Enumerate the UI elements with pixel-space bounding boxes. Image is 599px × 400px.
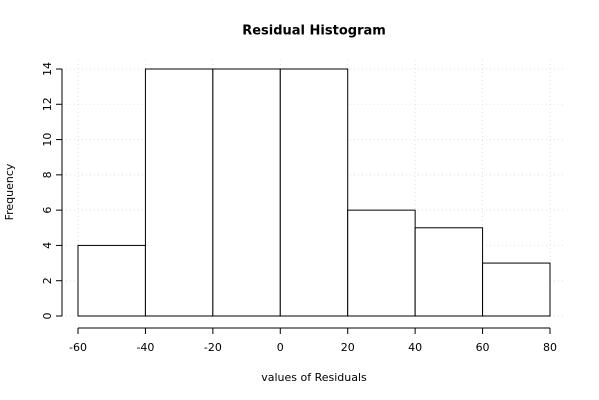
x-tick-label: 60 [476,341,490,354]
chart-title: Residual Histogram [242,24,386,39]
bar [482,262,551,317]
x-tick-label: -40 [136,341,154,354]
x-axis-label: values of Residuals [261,371,367,384]
bar [144,68,214,317]
y-tick-label: 6 [41,207,54,214]
y-tick-label: 2 [41,277,54,284]
y-tick-label: 4 [41,242,54,249]
bar [279,68,349,317]
y-tick-label: 12 [41,97,54,111]
bar [414,227,484,317]
x-tick-label: 40 [408,341,422,354]
x-tick-label: 80 [543,341,557,354]
bar [77,244,146,317]
y-axis-label: Frequency [3,163,16,220]
bar [212,68,281,317]
bar [347,209,416,317]
x-tick-label: -60 [69,341,87,354]
y-tick-label: 10 [41,133,54,147]
y-tick-label: 14 [41,62,54,76]
x-tick-label: 20 [341,341,355,354]
y-tick-label: 0 [41,313,54,320]
x-tick-label: -20 [204,341,222,354]
y-tick-label: 8 [41,171,54,178]
x-tick-label: 0 [277,341,284,354]
